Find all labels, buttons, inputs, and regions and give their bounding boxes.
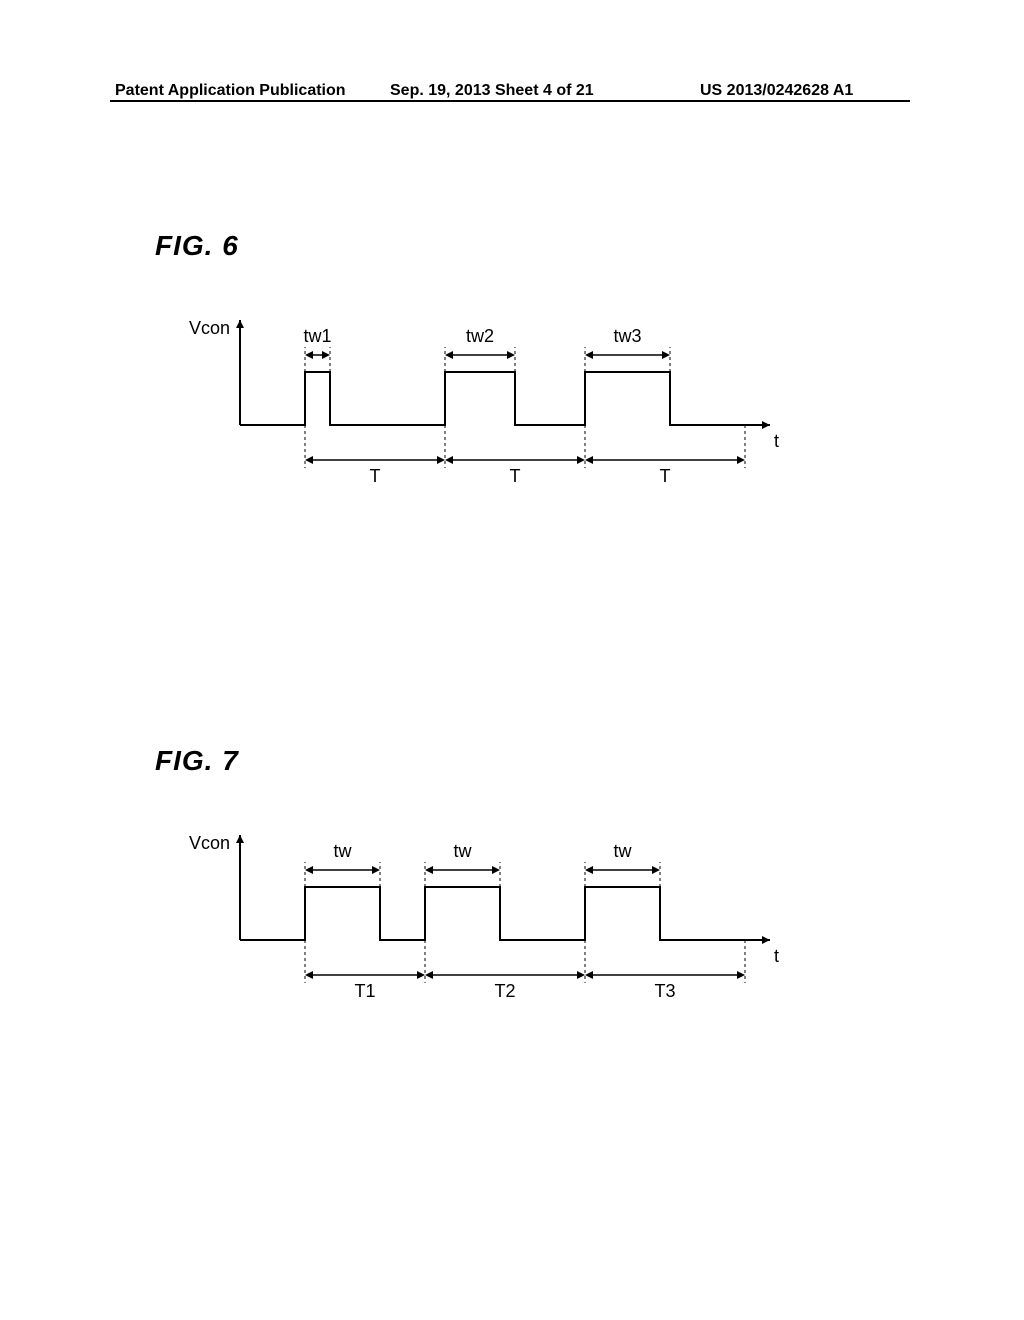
header-rule <box>110 100 910 102</box>
header-right: US 2013/0242628 A1 <box>700 82 853 100</box>
svg-text:T: T <box>510 466 521 486</box>
figure-6-label: FIG. 6 <box>155 230 239 262</box>
svg-text:T: T <box>370 466 381 486</box>
svg-text:T3: T3 <box>654 981 675 1001</box>
figure-7-label: FIG. 7 <box>155 745 239 777</box>
svg-text:tw: tw <box>614 841 633 861</box>
figure-6-diagram: Vconttw1tw2tw3TTT <box>200 310 820 530</box>
svg-text:Vcon: Vcon <box>189 318 230 338</box>
svg-text:tw: tw <box>334 841 353 861</box>
svg-text:T2: T2 <box>494 981 515 1001</box>
header-mid: Sep. 19, 2013 Sheet 4 of 21 <box>390 82 594 100</box>
svg-text:Vcon: Vcon <box>189 833 230 853</box>
svg-text:tw3: tw3 <box>613 326 641 346</box>
svg-text:tw2: tw2 <box>466 326 494 346</box>
svg-text:tw: tw <box>454 841 473 861</box>
svg-text:T1: T1 <box>354 981 375 1001</box>
svg-text:T: T <box>660 466 671 486</box>
figure-7-diagram: VconttwtwtwT1T2T3 <box>200 825 820 1045</box>
svg-text:tw1: tw1 <box>303 326 331 346</box>
header-left: Patent Application Publication <box>115 82 346 100</box>
svg-text:t: t <box>774 946 779 966</box>
svg-text:t: t <box>774 431 779 451</box>
